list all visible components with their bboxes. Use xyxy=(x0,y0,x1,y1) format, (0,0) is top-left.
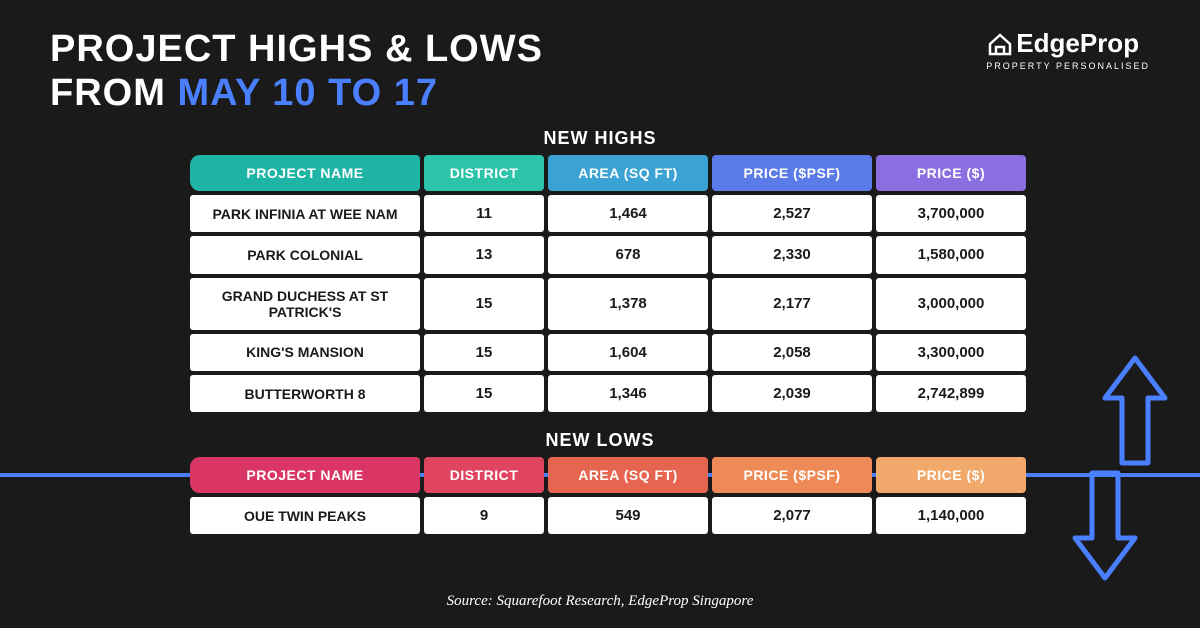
table-cell: 2,077 xyxy=(712,497,872,534)
table-cell: 1,580,000 xyxy=(876,236,1026,273)
table-cell: 2,177 xyxy=(712,278,872,330)
table-cell: 2,039 xyxy=(712,375,872,412)
table-cell: 9 xyxy=(424,497,544,534)
column-header: PRICE ($) xyxy=(876,457,1026,493)
table-cell: GRAND DUCHESS AT ST PATRICK'S xyxy=(190,278,420,330)
column-header: PROJECT NAME xyxy=(190,457,420,493)
column-header: PRICE ($PSF) xyxy=(712,457,872,493)
column-header: DISTRICT xyxy=(424,457,544,493)
lows-table: PROJECT NAMEDISTRICTAREA (SQ FT)PRICE ($… xyxy=(190,457,1010,534)
header: PROJECT HIGHS & LOWS FROM MAY 10 TO 17 E… xyxy=(50,28,1150,115)
table-cell: 2,527 xyxy=(712,195,872,232)
up-down-arrows-icon xyxy=(1060,353,1180,588)
logo-text: EdgeProp xyxy=(1016,28,1139,59)
lows-label: NEW LOWS xyxy=(190,430,1010,451)
column-header: AREA (SQ FT) xyxy=(548,457,708,493)
table-cell: 1,464 xyxy=(548,195,708,232)
table-cell: 3,000,000 xyxy=(876,278,1026,330)
house-icon xyxy=(986,32,1014,56)
page-title: PROJECT HIGHS & LOWS FROM MAY 10 TO 17 xyxy=(50,28,543,115)
tables-container: NEW HIGHS PROJECT NAMEDISTRICTAREA (SQ F… xyxy=(190,128,1010,552)
title-line-2-prefix: FROM xyxy=(50,72,177,114)
highs-label: NEW HIGHS xyxy=(190,128,1010,149)
table-cell: KING'S MANSION xyxy=(190,334,420,371)
logo-tagline: PROPERTY PERSONALISED xyxy=(986,61,1150,71)
table-cell: 15 xyxy=(424,334,544,371)
brand-logo: EdgeProp PROPERTY PERSONALISED xyxy=(986,28,1150,71)
table-cell: 1,346 xyxy=(548,375,708,412)
table-cell: 1,140,000 xyxy=(876,497,1026,534)
source-attribution: Source: Squarefoot Research, EdgeProp Si… xyxy=(0,593,1200,610)
table-cell: BUTTERWORTH 8 xyxy=(190,375,420,412)
logo-main: EdgeProp xyxy=(986,28,1150,59)
table-cell: 2,330 xyxy=(712,236,872,273)
table-cell: 13 xyxy=(424,236,544,273)
title-line-1: PROJECT HIGHS & LOWS xyxy=(50,28,543,72)
column-header: PRICE ($PSF) xyxy=(712,155,872,191)
table-cell: 3,300,000 xyxy=(876,334,1026,371)
table-cell: 549 xyxy=(548,497,708,534)
table-cell: PARK INFINIA AT WEE NAM xyxy=(190,195,420,232)
table-cell: 15 xyxy=(424,375,544,412)
table-cell: PARK COLONIAL xyxy=(190,236,420,273)
highs-table: PROJECT NAMEDISTRICTAREA (SQ FT)PRICE ($… xyxy=(190,155,1010,412)
table-cell: 678 xyxy=(548,236,708,273)
column-header: AREA (SQ FT) xyxy=(548,155,708,191)
table-cell: 3,700,000 xyxy=(876,195,1026,232)
table-cell: OUE TWIN PEAKS xyxy=(190,497,420,534)
table-cell: 11 xyxy=(424,195,544,232)
table-cell: 1,378 xyxy=(548,278,708,330)
table-cell: 1,604 xyxy=(548,334,708,371)
table-cell: 2,058 xyxy=(712,334,872,371)
column-header: DISTRICT xyxy=(424,155,544,191)
column-header: PROJECT NAME xyxy=(190,155,420,191)
column-header: PRICE ($) xyxy=(876,155,1026,191)
table-cell: 2,742,899 xyxy=(876,375,1026,412)
title-line-2-accent: MAY 10 TO 17 xyxy=(177,72,438,114)
table-cell: 15 xyxy=(424,278,544,330)
